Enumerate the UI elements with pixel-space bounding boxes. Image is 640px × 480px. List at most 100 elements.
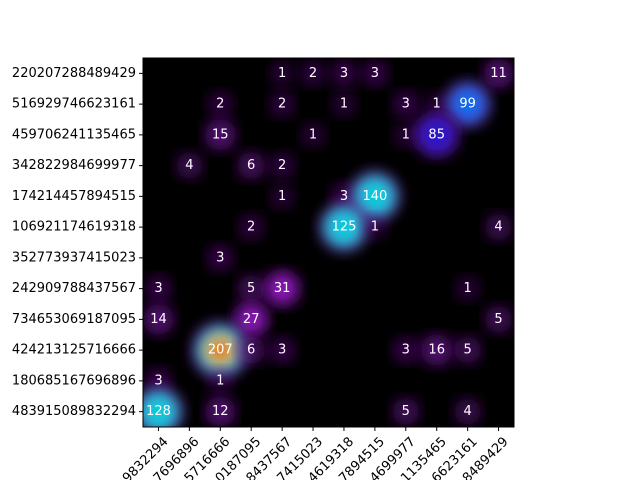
cell-value-label: 1: [278, 189, 286, 204]
cell-value-label: 4: [494, 220, 502, 235]
heat-blob: [269, 61, 295, 86]
cell-value-label: 1: [309, 127, 317, 142]
cell-value-label: 6: [247, 343, 255, 358]
heat-blob: [191, 321, 249, 379]
heat-blob: [300, 122, 326, 148]
heat-blob: [269, 91, 295, 117]
heat-blob: [237, 274, 265, 303]
heat-blob: [454, 398, 482, 426]
cell-value-label: 1: [463, 281, 471, 296]
y-tick-label: 424213125716666: [12, 343, 136, 358]
cell-value-label: 3: [371, 66, 379, 81]
heat-blob: [145, 367, 172, 394]
cell-value-label: 11: [490, 66, 507, 81]
cell-value-label: 1: [340, 97, 348, 112]
heat-blob: [207, 91, 233, 117]
heat-blob: [444, 81, 491, 128]
cell-value-label: 3: [402, 97, 410, 112]
cell-value-label: 6: [247, 158, 255, 173]
heat-blob: [453, 336, 482, 364]
cell-value-label: 3: [154, 373, 162, 388]
cell-value-label: 4: [463, 404, 471, 419]
heat-blob: [264, 270, 300, 307]
heat-blob: [208, 368, 233, 394]
cell-value-label: 2: [278, 158, 286, 173]
cell-value-label: 2: [247, 220, 255, 235]
cell-value-label: 140: [362, 189, 387, 204]
cell-value-label: 16: [428, 343, 445, 358]
heat-blob: [414, 112, 459, 158]
heat-blob: [143, 386, 184, 427]
heat-blob: [204, 119, 236, 151]
heat-blob: [300, 60, 326, 87]
cell-value-label: 125: [332, 220, 357, 235]
heat-blob: [233, 302, 269, 337]
heat-blob: [392, 91, 419, 118]
cell-value-label: 1: [278, 66, 286, 81]
cell-value-label: 99: [459, 97, 476, 112]
heat-blob: [237, 336, 266, 365]
y-tick-label: 180685167696896: [12, 373, 136, 388]
cell-value-label: 3: [402, 343, 410, 358]
cell-value-label: 1: [371, 220, 379, 235]
heat-blob: [485, 213, 512, 241]
heat-blob: [330, 60, 358, 87]
heat-blob: [145, 275, 172, 302]
y-tick-label: 174214457894515: [12, 189, 136, 204]
cell-value-label: 1: [433, 97, 441, 112]
heat-blob: [361, 60, 388, 87]
cell-value-label: 14: [150, 312, 167, 327]
cell-value-label: 5: [402, 404, 410, 419]
cell-value-label: 1: [216, 373, 224, 388]
y-tick-label: 220207288489429: [12, 66, 136, 81]
heat-blob: [484, 305, 513, 334]
plot-frame: [142, 57, 515, 428]
cell-value-label: 2: [278, 97, 286, 112]
cell-value-label: 1: [402, 127, 410, 142]
y-tick-label: 734653069187095: [12, 312, 136, 327]
y-tick-label: 352773937415023: [12, 250, 136, 265]
heat-blob: [269, 152, 295, 179]
heat-blob: [420, 334, 453, 367]
heat-blob: [205, 396, 236, 427]
heat-blob: [349, 170, 401, 222]
cell-value-label: 3: [340, 66, 348, 81]
heat-blob: [331, 91, 357, 117]
cell-value-label: 3: [154, 281, 162, 296]
heat-blob: [362, 214, 388, 240]
cell-value-label: 12: [212, 404, 229, 419]
heat-blob: [207, 244, 234, 271]
cell-value-label: 27: [243, 312, 260, 327]
heat-blob: [392, 337, 419, 364]
cell-value-label: 3: [278, 343, 286, 358]
heat-blob: [483, 58, 514, 89]
heat-blob: [143, 303, 174, 335]
cell-value-label: 3: [216, 250, 224, 265]
cell-value-label: 2: [309, 66, 317, 81]
y-tick-label: 106921174619318: [12, 220, 136, 235]
heat-blob: [392, 397, 420, 426]
cell-value-label: 31: [274, 281, 291, 296]
heat-blob: [455, 276, 480, 301]
cell-value-label: 4: [185, 158, 193, 173]
heat-blob: [424, 91, 449, 117]
cell-value-label: 15: [212, 127, 229, 142]
cell-value-label: 3: [340, 189, 348, 204]
y-tick-label: 459706241135465: [12, 127, 136, 142]
cell-value-label: 5: [463, 343, 471, 358]
heat-blob: [393, 122, 418, 148]
cell-value-label: 5: [247, 281, 255, 296]
heat-blob: [175, 152, 203, 180]
cell-value-label: 85: [428, 127, 445, 142]
heat-blob: [269, 337, 296, 364]
y-tick-label: 342822984699977: [12, 158, 136, 173]
y-tick-label: 242909788437567: [12, 281, 136, 296]
cell-value-label: 2: [216, 97, 224, 112]
heat-blob: [237, 151, 266, 180]
y-tick-label: 483915089832294: [12, 404, 136, 419]
y-tick-label: 516929746623161: [12, 97, 136, 112]
heat-blob: [269, 184, 295, 209]
cell-value-label: 207: [208, 343, 233, 358]
